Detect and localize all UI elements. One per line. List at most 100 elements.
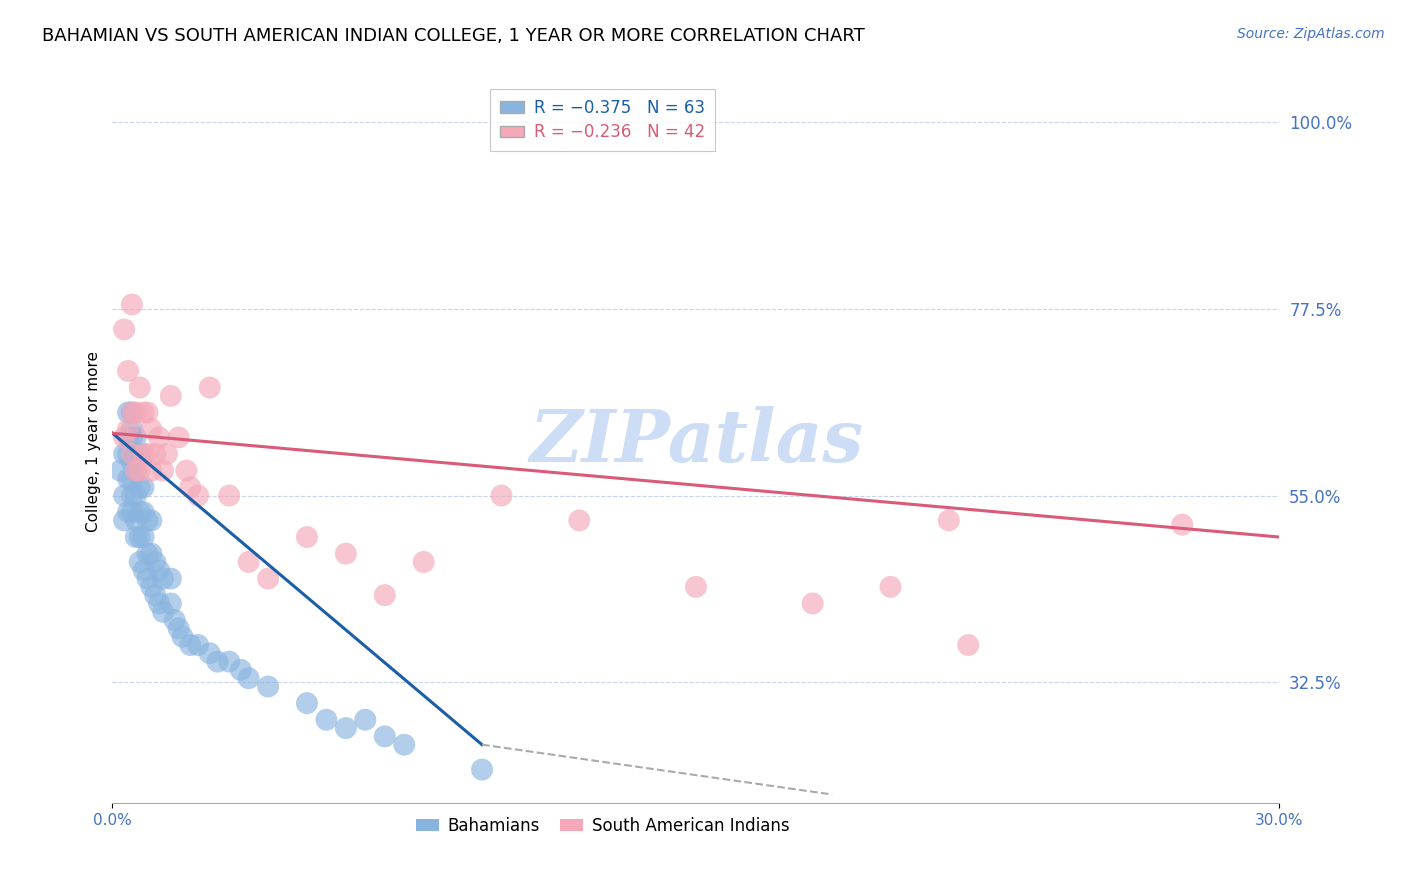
Point — [136, 572, 159, 586]
Point — [132, 405, 155, 419]
Point — [128, 480, 150, 494]
Point — [128, 464, 150, 478]
Point — [112, 447, 135, 461]
Point — [141, 547, 163, 561]
Point — [132, 447, 155, 461]
Point — [179, 638, 201, 652]
Point — [125, 464, 148, 478]
Point — [148, 430, 170, 444]
Point — [394, 738, 416, 752]
Point — [295, 530, 318, 544]
Point — [229, 663, 252, 677]
Point — [187, 638, 209, 652]
Point — [957, 638, 980, 652]
Point — [218, 489, 240, 503]
Point — [132, 530, 155, 544]
Point — [801, 597, 824, 611]
Point — [152, 464, 174, 478]
Point — [141, 580, 163, 594]
Point — [121, 489, 143, 503]
Point — [143, 588, 166, 602]
Point — [121, 430, 143, 444]
Point — [136, 447, 159, 461]
Point — [121, 422, 143, 436]
Point — [141, 422, 163, 436]
Point — [315, 713, 337, 727]
Point — [117, 505, 139, 519]
Point — [117, 364, 139, 378]
Point — [163, 613, 186, 627]
Point — [128, 505, 150, 519]
Text: BAHAMIAN VS SOUTH AMERICAN INDIAN COLLEGE, 1 YEAR OR MORE CORRELATION CHART: BAHAMIAN VS SOUTH AMERICAN INDIAN COLLEG… — [42, 27, 865, 45]
Point — [125, 530, 148, 544]
Point — [125, 489, 148, 503]
Text: ZIPatlas: ZIPatlas — [529, 406, 863, 477]
Point — [121, 297, 143, 311]
Point — [112, 513, 135, 527]
Point — [112, 322, 135, 336]
Point — [179, 480, 201, 494]
Point — [112, 430, 135, 444]
Point — [143, 447, 166, 461]
Point — [257, 572, 280, 586]
Point — [176, 464, 198, 478]
Point — [568, 513, 591, 527]
Point — [156, 447, 179, 461]
Point — [172, 630, 194, 644]
Point — [125, 430, 148, 444]
Y-axis label: College, 1 year or more: College, 1 year or more — [86, 351, 101, 532]
Point — [132, 505, 155, 519]
Point — [160, 597, 183, 611]
Point — [152, 572, 174, 586]
Point — [117, 472, 139, 486]
Point — [117, 430, 139, 444]
Point — [125, 464, 148, 478]
Point — [354, 713, 377, 727]
Point — [879, 580, 901, 594]
Point — [374, 730, 396, 744]
Point — [238, 555, 260, 569]
Point — [128, 447, 150, 461]
Point — [121, 472, 143, 486]
Point — [136, 405, 159, 419]
Point — [128, 380, 150, 394]
Point — [412, 555, 434, 569]
Point — [207, 655, 229, 669]
Point — [148, 597, 170, 611]
Point — [141, 513, 163, 527]
Point — [238, 671, 260, 685]
Point — [121, 447, 143, 461]
Point — [121, 505, 143, 519]
Point — [132, 480, 155, 494]
Point — [295, 696, 318, 710]
Point — [112, 489, 135, 503]
Point — [125, 513, 148, 527]
Point — [117, 447, 139, 461]
Point — [148, 563, 170, 577]
Point — [152, 605, 174, 619]
Point — [125, 405, 148, 419]
Point — [143, 555, 166, 569]
Point — [335, 547, 357, 561]
Point — [167, 430, 190, 444]
Text: Source: ZipAtlas.com: Source: ZipAtlas.com — [1237, 27, 1385, 41]
Point — [218, 655, 240, 669]
Point — [125, 447, 148, 461]
Point — [121, 405, 143, 419]
Point — [198, 646, 221, 660]
Point — [491, 489, 513, 503]
Point — [128, 530, 150, 544]
Point — [132, 563, 155, 577]
Point — [121, 455, 143, 469]
Point — [117, 405, 139, 419]
Point — [471, 763, 494, 777]
Point — [1171, 517, 1194, 532]
Point — [198, 380, 221, 394]
Point — [335, 721, 357, 735]
Point — [141, 464, 163, 478]
Legend: Bahamians, South American Indians: Bahamians, South American Indians — [409, 810, 796, 841]
Point — [160, 389, 183, 403]
Point — [160, 572, 183, 586]
Point — [136, 513, 159, 527]
Point — [110, 464, 132, 478]
